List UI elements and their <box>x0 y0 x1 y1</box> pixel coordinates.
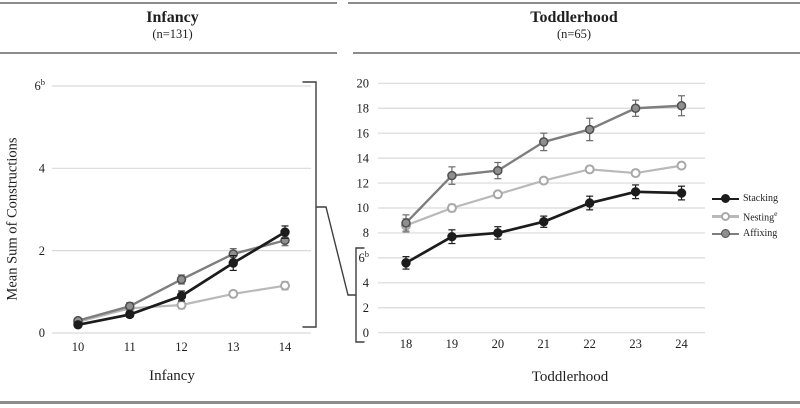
data-point-affixing <box>539 137 549 147</box>
x-tick-label: 24 <box>675 337 688 351</box>
legend-item-nesting: Nestinge <box>712 208 778 226</box>
x-tick-label: 20 <box>492 337 505 351</box>
right-x-axis-label: Toddlerhood <box>531 369 609 385</box>
legend-item-stacking: Stacking <box>712 190 778 208</box>
data-point-affixing <box>401 218 411 228</box>
top-rule-right <box>348 2 800 4</box>
right-panel-title: Toddlerhood <box>530 9 618 26</box>
data-point-stacking <box>125 309 135 320</box>
x-tick-label: 18 <box>400 337 413 351</box>
legend-label-nesting: Nestinge <box>743 209 778 224</box>
data-point-stacking <box>584 198 595 208</box>
y-tick-label: 10 <box>357 201 370 215</box>
x-tick-label: 21 <box>538 337 551 351</box>
series-line-affixing <box>405 104 682 224</box>
right-scale-bracket <box>347 247 365 343</box>
x-tick-label: 10 <box>72 340 85 354</box>
data-point-stacking <box>228 258 238 268</box>
data-point-nesting <box>676 160 687 171</box>
data-point-affixing <box>676 100 687 111</box>
x-tick-label: 14 <box>279 340 292 354</box>
data-point-nesting <box>228 288 239 299</box>
data-point-nesting <box>492 189 503 200</box>
legend-label-stacking: Stacking <box>743 193 778 205</box>
y-tick-label: 0 <box>39 326 45 340</box>
data-point-affixing <box>447 170 457 181</box>
y-tick-label: 6b <box>359 249 370 265</box>
x-tick-label: 12 <box>175 340 188 354</box>
data-point-stacking <box>280 227 290 237</box>
legend-label-affixing: Affixing <box>743 228 778 240</box>
data-point-affixing <box>630 103 641 113</box>
y-tick-label: 6b <box>35 77 46 93</box>
data-point-stacking <box>73 320 83 330</box>
left-panel-subtitle: (n=131) <box>152 27 193 41</box>
data-point-stacking <box>176 291 187 301</box>
data-point-affixing <box>125 301 135 311</box>
y-tick-label: 8 <box>363 226 369 240</box>
data-point-affixing <box>493 165 503 176</box>
x-tick-label: 22 <box>583 337 596 351</box>
y-tick-label: 2 <box>39 244 45 258</box>
data-point-nesting <box>584 164 595 175</box>
data-point-nesting <box>280 280 290 291</box>
data-point-stacking <box>447 231 457 242</box>
x-tick-label: 13 <box>227 340 240 354</box>
data-point-stacking <box>539 217 549 227</box>
bracket-connector-line <box>325 206 349 296</box>
bottom-rule <box>0 401 800 404</box>
y-tick-label: 4 <box>363 276 370 290</box>
header-rule-left <box>0 52 337 54</box>
data-point-stacking <box>630 187 641 197</box>
nesting-footnote-sup: e <box>774 209 778 219</box>
left-panel-header: Infancy (n=131) <box>0 8 345 42</box>
legend-item-affixing: Affixing <box>712 225 778 243</box>
left-scale-bracket <box>302 81 327 328</box>
y-tick-label: 16 <box>357 126 370 140</box>
x-tick-label: 11 <box>124 340 136 354</box>
y-tick-label: 0 <box>363 326 369 340</box>
left-x-axis-label: Infancy <box>149 368 195 384</box>
data-point-nesting <box>446 203 457 213</box>
data-point-stacking <box>676 188 687 198</box>
data-point-stacking <box>493 228 503 238</box>
data-point-nesting <box>538 175 549 186</box>
y-tick-label: 4 <box>39 162 46 176</box>
stacking-marker-icon <box>712 193 739 204</box>
y-tick-label: 14 <box>357 151 370 165</box>
nesting-marker-icon <box>712 211 739 222</box>
data-point-stacking <box>401 258 411 268</box>
data-point-nesting <box>176 300 187 311</box>
left-panel-title: Infancy <box>146 9 199 26</box>
right-panel-header: Toddlerhood (n=65) <box>348 8 800 42</box>
y-tick-label: 20 <box>357 77 370 91</box>
chart-legend: Stacking Nestinge Affixing <box>712 190 778 243</box>
x-tick-label: 23 <box>629 337 642 351</box>
data-point-nesting <box>630 168 641 179</box>
affixing-marker-icon <box>712 228 739 239</box>
y-tick-label: 18 <box>357 101 370 115</box>
data-point-affixing <box>584 124 595 135</box>
data-point-affixing <box>176 274 187 285</box>
header-rule-right <box>353 52 800 54</box>
top-rule-left <box>0 2 337 4</box>
x-tick-label: 19 <box>446 337 459 351</box>
y-tick-label: 12 <box>357 176 370 190</box>
right-panel-subtitle: (n=65) <box>556 27 592 41</box>
y-tick-label: 2 <box>363 301 369 315</box>
